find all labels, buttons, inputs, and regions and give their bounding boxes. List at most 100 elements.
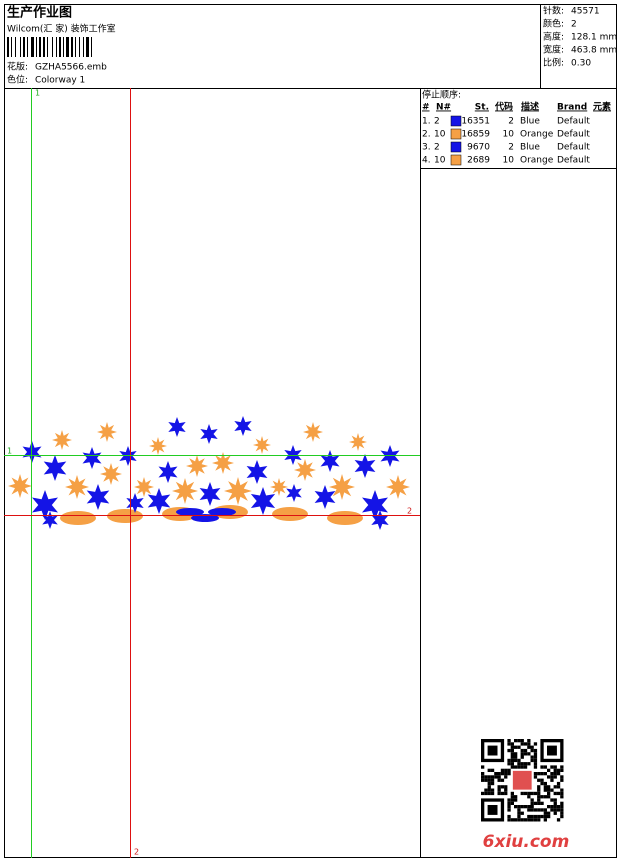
qr-module bbox=[487, 768, 491, 772]
qr-module bbox=[533, 801, 538, 805]
qr-module bbox=[510, 745, 514, 749]
code: 10 bbox=[503, 130, 515, 140]
qr-module bbox=[543, 781, 547, 786]
motif bbox=[32, 490, 58, 520]
qr-module bbox=[540, 814, 544, 819]
needle: 2 bbox=[434, 143, 440, 153]
qr-logo bbox=[511, 769, 533, 791]
qr-module bbox=[517, 762, 521, 766]
qr-module bbox=[530, 814, 534, 819]
qr-module bbox=[560, 795, 564, 799]
qr-module bbox=[517, 808, 521, 812]
qr-module bbox=[497, 788, 501, 792]
qr-module bbox=[490, 778, 495, 782]
barcode-bar bbox=[56, 37, 57, 57]
info-value: 463.8 mm bbox=[571, 46, 617, 56]
barcode-bar bbox=[43, 37, 45, 57]
qr-module bbox=[510, 795, 514, 799]
guide-label: 1 bbox=[35, 89, 40, 98]
column-header: 代码 bbox=[494, 101, 513, 113]
motif bbox=[8, 474, 32, 498]
qr-module bbox=[514, 765, 518, 769]
qr-module bbox=[497, 791, 501, 796]
qr-module bbox=[556, 785, 561, 789]
motif bbox=[320, 450, 340, 472]
qr-module bbox=[523, 742, 528, 746]
qr-module bbox=[560, 801, 564, 805]
barcode-bar bbox=[52, 37, 53, 57]
qr-module bbox=[507, 814, 511, 819]
barcode-bar bbox=[36, 37, 37, 57]
qr-module bbox=[507, 798, 511, 802]
design-label: 花版: bbox=[7, 61, 28, 73]
qr-module bbox=[517, 765, 521, 769]
qr-module bbox=[550, 772, 554, 776]
qr-module bbox=[543, 818, 547, 822]
outer-border bbox=[4, 4, 617, 858]
qr-module bbox=[510, 762, 514, 766]
info-label: 比例: bbox=[543, 57, 564, 69]
qr-module bbox=[540, 778, 544, 782]
qr-module bbox=[560, 791, 564, 796]
studio: Wilcom(汇 家) 装饰工作室 bbox=[7, 23, 116, 35]
qr-module bbox=[553, 785, 557, 789]
qr-module bbox=[484, 778, 488, 782]
qr-module bbox=[550, 765, 554, 769]
qr-module bbox=[510, 748, 514, 753]
colorway: Colorway 1 bbox=[35, 76, 85, 86]
qr-module bbox=[560, 814, 564, 819]
qr-module bbox=[504, 788, 508, 792]
qr-module bbox=[553, 791, 557, 796]
info-value: 0.30 bbox=[571, 59, 591, 69]
column-header: # bbox=[422, 103, 430, 113]
motif bbox=[303, 422, 323, 442]
barcode-bar bbox=[75, 37, 76, 57]
qr-module bbox=[507, 762, 511, 766]
qr-module bbox=[540, 795, 544, 799]
motif bbox=[349, 433, 367, 451]
qr-module bbox=[530, 745, 534, 749]
qr-module bbox=[527, 805, 531, 809]
qr-module bbox=[514, 818, 518, 822]
code: 10 bbox=[503, 156, 515, 166]
qr-module bbox=[510, 755, 514, 759]
motif bbox=[149, 437, 167, 455]
motif bbox=[168, 417, 186, 437]
barcode-bar bbox=[79, 37, 80, 57]
qr-module bbox=[500, 768, 505, 772]
qr-module bbox=[500, 791, 505, 796]
motif bbox=[126, 493, 144, 513]
qr-module bbox=[520, 748, 524, 753]
title: 生产作业图 bbox=[7, 5, 72, 21]
qr-module bbox=[560, 811, 564, 815]
qr-module bbox=[556, 772, 561, 776]
motif bbox=[158, 461, 178, 483]
code: 2 bbox=[508, 117, 514, 127]
qr-module bbox=[547, 795, 551, 799]
info-value: 45571 bbox=[571, 7, 600, 17]
qr-module bbox=[533, 742, 538, 746]
motif bbox=[134, 477, 154, 497]
qr-module bbox=[540, 808, 544, 812]
qr-module bbox=[517, 814, 521, 819]
brand: Default bbox=[557, 143, 590, 153]
qr-module bbox=[500, 785, 505, 789]
stitches: 9670 bbox=[467, 143, 490, 153]
motif bbox=[60, 511, 96, 525]
qr-module bbox=[530, 798, 534, 802]
qr-module bbox=[484, 791, 488, 796]
qr-module bbox=[530, 748, 534, 753]
qr-module bbox=[553, 775, 557, 779]
color-swatch bbox=[450, 115, 462, 127]
motif bbox=[354, 454, 376, 478]
description: Orange bbox=[520, 130, 554, 140]
qr-module bbox=[556, 818, 561, 822]
motif bbox=[246, 460, 268, 484]
qr-module bbox=[514, 795, 518, 799]
qr-module bbox=[560, 778, 564, 782]
qr-module bbox=[510, 742, 514, 746]
qr-finder bbox=[547, 745, 557, 756]
qr-module bbox=[517, 805, 521, 809]
qr-module bbox=[553, 798, 557, 802]
